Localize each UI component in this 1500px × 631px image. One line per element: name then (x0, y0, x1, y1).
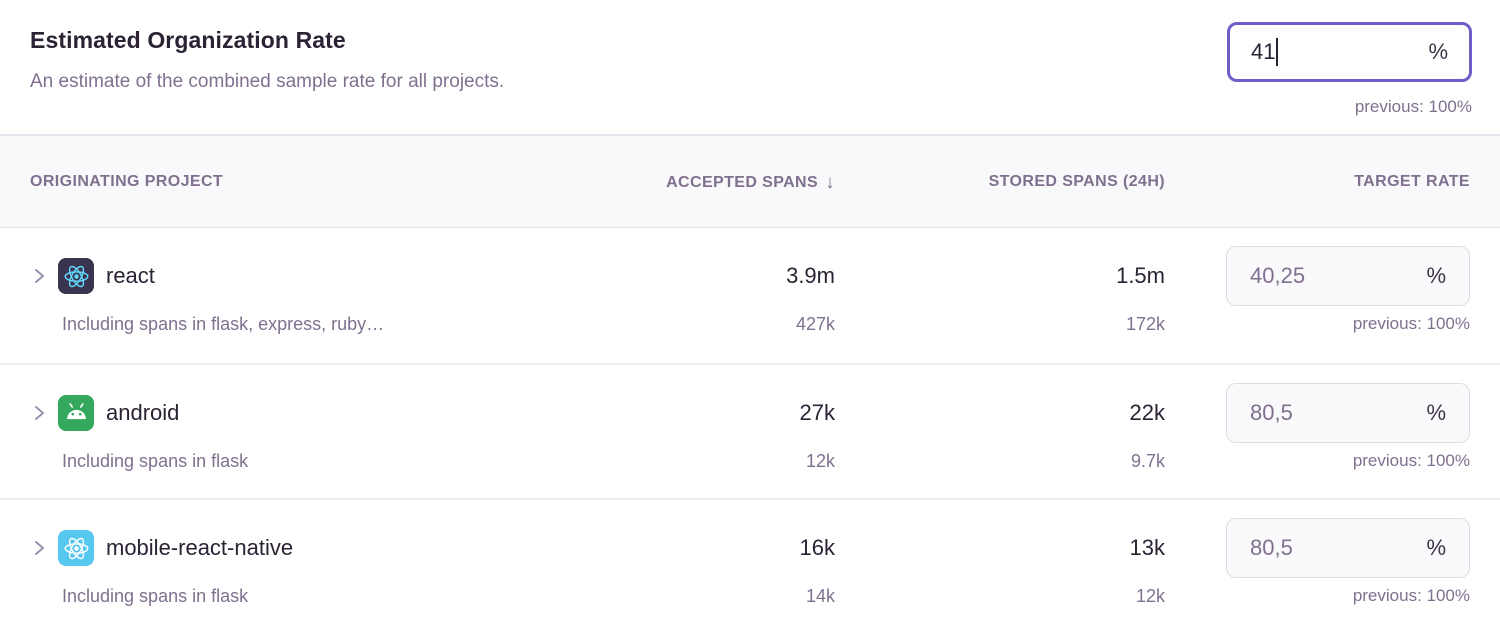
expand-chevron-icon[interactable] (30, 403, 48, 423)
target-rate-previous: previous: 100% (1352, 586, 1470, 605)
expand-chevron-icon[interactable] (30, 266, 48, 286)
target-rate-input[interactable]: 40,25 % (1226, 246, 1470, 306)
org-rate-value: 41 (1251, 39, 1276, 64)
react-platform-icon (58, 258, 94, 294)
org-rate-input[interactable]: 41 % (1227, 22, 1472, 82)
table-header-row: ORIGINATING PROJECT ACCEPTED SPANS ↓ STOR… (0, 134, 1500, 228)
project-name: mobile-react-native (106, 535, 294, 560)
stored-spans-subvalue: 12k (1135, 586, 1165, 606)
org-rate-previous: previous: 100% (1354, 97, 1472, 116)
target-rate-value: 80,5 (1250, 400, 1293, 425)
accepted-spans-value: 3.9m (786, 263, 835, 288)
table-row: react Including spans in flask, express,… (0, 228, 1500, 363)
accepted-spans-subvalue: 12k (805, 451, 835, 471)
accepted-spans-subvalue: 427k (795, 314, 835, 334)
stored-spans-subvalue: 9.7k (1130, 451, 1165, 471)
target-rate-previous: previous: 100% (1352, 451, 1470, 470)
stored-spans-subvalue: 172k (1125, 314, 1165, 334)
project-subtext: Including spans in flask (62, 586, 249, 606)
column-header-target-rate: TARGET RATE (1354, 172, 1470, 190)
table-row: mobile-react-native Including spans in f… (0, 498, 1500, 631)
stored-spans-value: 22k (1129, 400, 1165, 425)
project-subtext: Including spans in flask, express, ruby… (62, 314, 385, 334)
target-rate-value: 40,25 (1250, 263, 1306, 288)
column-header-stored-spans: STORED SPANS (24H) (988, 172, 1165, 190)
percent-suffix: % (1426, 400, 1446, 425)
android-platform-icon (58, 395, 94, 431)
expand-chevron-icon[interactable] (30, 538, 48, 558)
project-name: react (106, 263, 155, 288)
accepted-spans-value: 16k (799, 535, 835, 560)
page-title: Estimated Organization Rate (30, 27, 346, 53)
accepted-spans-subvalue: 14k (805, 586, 835, 606)
percent-suffix: % (1426, 535, 1446, 560)
project-name: android (106, 400, 180, 425)
stored-spans-value: 1.5m (1116, 263, 1165, 288)
page-subtitle: An estimate of the combined sample rate … (30, 71, 505, 92)
org-rate-widget: 41 % previous: 100% (1227, 22, 1472, 117)
column-header-originating-project: ORIGINATING PROJECT (30, 172, 224, 190)
accepted-spans-value: 27k (799, 400, 835, 425)
column-header-accepted-spans[interactable]: ACCEPTED SPANS ↓ (666, 171, 835, 193)
stored-spans-value: 13k (1129, 535, 1165, 560)
sort-desc-icon: ↓ (825, 171, 835, 193)
target-rate-input[interactable]: 80,5 % (1226, 383, 1470, 443)
percent-suffix: % (1426, 263, 1446, 288)
react-native-platform-icon (58, 530, 94, 566)
percent-suffix: % (1428, 39, 1448, 64)
table-row: android Including spans in flask 27k 12k… (0, 363, 1500, 498)
panel-header: Estimated Organization Rate An estimate … (0, 0, 1500, 134)
text-cursor (1276, 38, 1279, 66)
project-subtext: Including spans in flask (62, 451, 249, 471)
target-rate-value: 80,5 (1250, 535, 1293, 560)
target-rate-input[interactable]: 80,5 % (1226, 518, 1470, 578)
target-rate-previous: previous: 100% (1352, 314, 1470, 333)
